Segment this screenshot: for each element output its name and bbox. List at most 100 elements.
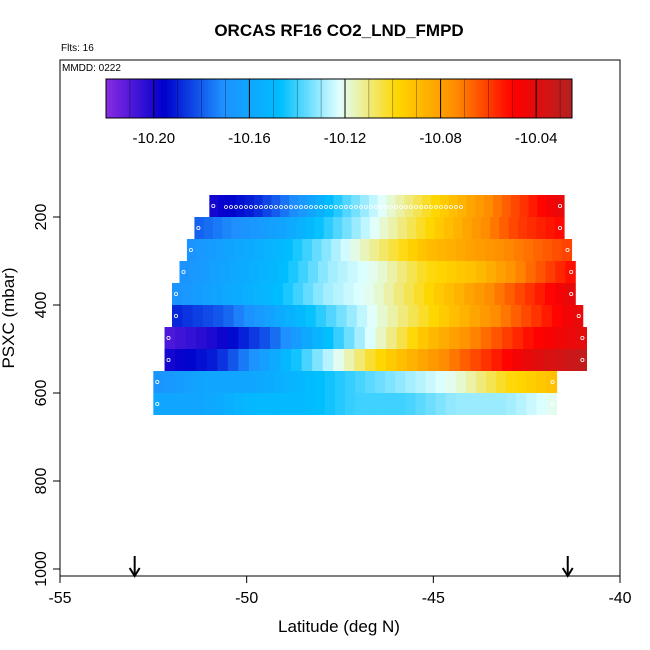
heatmap-cell xyxy=(217,327,229,349)
sample-marker xyxy=(424,205,428,209)
colorbar-swatch xyxy=(563,79,567,118)
heatmap-cell xyxy=(213,393,225,415)
colorbar-swatch xyxy=(266,79,270,118)
heatmap-cell xyxy=(314,393,326,415)
heatmap-cell xyxy=(315,195,326,217)
sample-marker xyxy=(339,205,343,209)
colorbar-swatch xyxy=(388,79,392,118)
heatmap-cell xyxy=(295,305,307,327)
heatmap-cell xyxy=(484,195,494,217)
heatmap-cell xyxy=(270,349,282,371)
heatmap-cell xyxy=(459,305,471,327)
sample-marker xyxy=(580,335,585,340)
sample-marker xyxy=(269,205,273,209)
colorbar-swatch xyxy=(507,79,512,118)
colorbar-swatch xyxy=(289,79,293,118)
heatmap-cell xyxy=(259,217,269,239)
heatmap-cell xyxy=(182,283,193,305)
heatmap-cell xyxy=(282,283,294,305)
heatmap-cell xyxy=(516,393,527,415)
heatmap-cell xyxy=(575,349,587,371)
heatmap-cell xyxy=(248,327,261,349)
heatmap-cell xyxy=(340,239,351,261)
sample-marker xyxy=(329,205,333,209)
heatmap-cell xyxy=(203,371,215,393)
colorbar-swatch xyxy=(184,79,189,118)
heatmap-cell xyxy=(551,305,563,327)
heatmap-cell xyxy=(350,239,361,261)
heatmap-cell xyxy=(513,239,524,261)
sample-marker xyxy=(224,205,228,209)
colorbar-swatch xyxy=(554,79,558,118)
heatmap-cell xyxy=(242,283,254,305)
heatmap-cell xyxy=(254,305,265,327)
heatmap-cell xyxy=(336,305,348,327)
heatmap-cell xyxy=(425,217,436,239)
sample-marker xyxy=(389,205,393,209)
colorbar-swatch xyxy=(502,79,506,118)
colorbar-swatch xyxy=(470,79,474,118)
heatmap-cell xyxy=(206,327,218,349)
heatmap-cell xyxy=(209,261,220,283)
heatmap-cell xyxy=(388,239,400,261)
sample-marker xyxy=(384,205,388,209)
heatmap-cell xyxy=(480,327,493,349)
heatmap-cell xyxy=(323,283,334,305)
heatmap-cell xyxy=(407,349,419,371)
heatmap-cell xyxy=(193,371,205,393)
colorbar-swatch xyxy=(219,79,223,118)
colorbar-swatch xyxy=(132,79,136,118)
heatmap-cell xyxy=(304,371,316,393)
heatmap-cell xyxy=(334,393,346,415)
heatmap-cell xyxy=(405,371,417,393)
colorbar-swatch xyxy=(155,79,159,118)
heatmap-cell xyxy=(455,371,467,393)
heatmap-cell xyxy=(471,217,482,239)
heatmap-cell xyxy=(231,217,242,239)
colorbar-swatch xyxy=(254,79,258,118)
heatmap-cell xyxy=(455,393,467,415)
heatmap-cell xyxy=(531,305,543,327)
heatmap-cell xyxy=(493,195,503,217)
colorbar-swatch xyxy=(190,79,194,118)
heatmap-cell xyxy=(517,217,528,239)
sample-marker xyxy=(558,203,563,208)
colorbar-swatch xyxy=(537,79,541,118)
sample-marker xyxy=(211,203,216,208)
heatmap-cell xyxy=(427,239,438,261)
heatmap-cell xyxy=(183,371,195,393)
heatmap-cell xyxy=(356,305,368,327)
heatmap-cell xyxy=(302,239,313,261)
colorbar-swatch xyxy=(539,79,544,118)
heatmap-cell xyxy=(428,327,440,349)
colorbar-swatch xyxy=(149,79,154,118)
heatmap-cell xyxy=(243,305,255,327)
heatmap-cell xyxy=(438,305,450,327)
heatmap-cell xyxy=(494,283,506,305)
heatmap-cell xyxy=(496,371,507,393)
heatmap-cell xyxy=(333,349,345,371)
sample-marker xyxy=(550,379,555,384)
colorbar-swatch xyxy=(496,79,500,118)
heatmap-cell xyxy=(528,195,538,217)
heatmap-cell xyxy=(521,305,532,327)
colorbar-swatch xyxy=(283,79,288,118)
heatmap-cell xyxy=(333,217,343,239)
heatmap-cell xyxy=(465,371,477,393)
heatmap-cell xyxy=(449,305,461,327)
plot-area xyxy=(153,195,587,415)
heatmap-cell xyxy=(327,261,339,283)
heatmap-cell xyxy=(490,305,502,327)
heatmap-cell xyxy=(217,349,229,371)
heatmap-cell xyxy=(196,327,208,349)
heatmap-cell xyxy=(496,393,507,415)
heatmap-cell xyxy=(444,283,455,305)
heatmap-cell xyxy=(526,393,537,415)
heatmap-cell xyxy=(223,371,235,393)
heatmap-cell xyxy=(192,305,204,327)
heatmap-cell xyxy=(502,327,514,349)
heatmap-cell xyxy=(354,349,366,371)
heatmap-cell xyxy=(346,305,358,327)
heatmap-cell xyxy=(379,239,390,261)
heatmap-cell xyxy=(333,283,344,305)
